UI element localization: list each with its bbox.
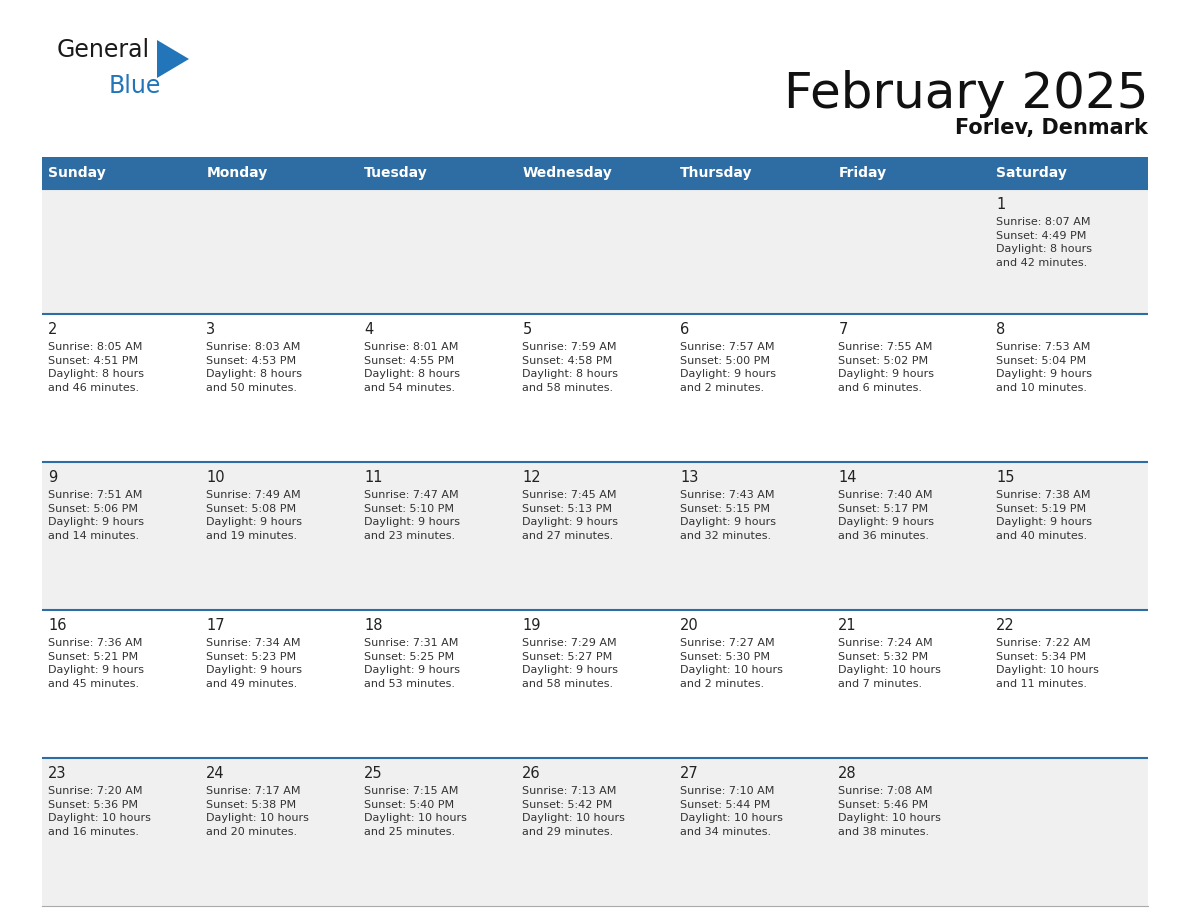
Text: Sunrise: 8:07 AM
Sunset: 4:49 PM
Daylight: 8 hours
and 42 minutes.: Sunrise: 8:07 AM Sunset: 4:49 PM Dayligh… [997, 217, 1092, 268]
Text: Monday: Monday [207, 166, 267, 180]
Text: 28: 28 [839, 766, 857, 781]
Text: February 2025: February 2025 [784, 70, 1148, 118]
Text: Sunrise: 7:34 AM
Sunset: 5:23 PM
Daylight: 9 hours
and 49 minutes.: Sunrise: 7:34 AM Sunset: 5:23 PM Dayligh… [207, 638, 302, 688]
Bar [516, 157, 674, 189]
Text: Sunrise: 7:57 AM
Sunset: 5:00 PM
Daylight: 9 hours
and 2 minutes.: Sunrise: 7:57 AM Sunset: 5:00 PM Dayligh… [681, 342, 776, 393]
Bar [358, 157, 516, 189]
Text: Friday: Friday [839, 166, 886, 180]
Text: Sunrise: 7:15 AM
Sunset: 5:40 PM
Daylight: 10 hours
and 25 minutes.: Sunrise: 7:15 AM Sunset: 5:40 PM Dayligh… [365, 786, 467, 837]
Text: 16: 16 [49, 618, 67, 633]
Bar [200, 157, 358, 189]
Text: Thursday: Thursday [681, 166, 753, 180]
Text: 11: 11 [365, 470, 383, 485]
Bar [832, 157, 990, 189]
Text: 9: 9 [49, 470, 57, 485]
Text: 27: 27 [681, 766, 699, 781]
Text: 14: 14 [839, 470, 857, 485]
Text: 6: 6 [681, 322, 689, 337]
Text: 4: 4 [365, 322, 373, 337]
Text: Sunrise: 7:08 AM
Sunset: 5:46 PM
Daylight: 10 hours
and 38 minutes.: Sunrise: 7:08 AM Sunset: 5:46 PM Dayligh… [839, 786, 941, 837]
Text: Tuesday: Tuesday [365, 166, 428, 180]
Text: Blue: Blue [109, 74, 162, 98]
Text: 3: 3 [207, 322, 215, 337]
Text: Sunrise: 8:01 AM
Sunset: 4:55 PM
Daylight: 8 hours
and 54 minutes.: Sunrise: 8:01 AM Sunset: 4:55 PM Dayligh… [365, 342, 460, 393]
Text: Sunrise: 7:24 AM
Sunset: 5:32 PM
Daylight: 10 hours
and 7 minutes.: Sunrise: 7:24 AM Sunset: 5:32 PM Dayligh… [839, 638, 941, 688]
Text: 26: 26 [523, 766, 541, 781]
Text: 1: 1 [997, 197, 1005, 212]
Text: Sunrise: 7:55 AM
Sunset: 5:02 PM
Daylight: 9 hours
and 6 minutes.: Sunrise: 7:55 AM Sunset: 5:02 PM Dayligh… [839, 342, 934, 393]
Text: Sunrise: 7:36 AM
Sunset: 5:21 PM
Daylight: 9 hours
and 45 minutes.: Sunrise: 7:36 AM Sunset: 5:21 PM Dayligh… [49, 638, 144, 688]
Bar [42, 157, 200, 189]
Bar [42, 189, 1148, 314]
Text: 24: 24 [207, 766, 225, 781]
Text: 12: 12 [523, 470, 541, 485]
Text: 10: 10 [207, 470, 225, 485]
Bar [42, 462, 1148, 610]
Text: Sunrise: 8:03 AM
Sunset: 4:53 PM
Daylight: 8 hours
and 50 minutes.: Sunrise: 8:03 AM Sunset: 4:53 PM Dayligh… [207, 342, 302, 393]
Text: 8: 8 [997, 322, 1005, 337]
Text: Sunrise: 7:40 AM
Sunset: 5:17 PM
Daylight: 9 hours
and 36 minutes.: Sunrise: 7:40 AM Sunset: 5:17 PM Dayligh… [839, 490, 934, 541]
Text: Sunrise: 7:43 AM
Sunset: 5:15 PM
Daylight: 9 hours
and 32 minutes.: Sunrise: 7:43 AM Sunset: 5:15 PM Dayligh… [681, 490, 776, 541]
Text: Sunrise: 7:29 AM
Sunset: 5:27 PM
Daylight: 9 hours
and 58 minutes.: Sunrise: 7:29 AM Sunset: 5:27 PM Dayligh… [523, 638, 618, 688]
Text: Forlev, Denmark: Forlev, Denmark [955, 118, 1148, 138]
Text: Sunrise: 7:47 AM
Sunset: 5:10 PM
Daylight: 9 hours
and 23 minutes.: Sunrise: 7:47 AM Sunset: 5:10 PM Dayligh… [365, 490, 460, 541]
Text: Saturday: Saturday [997, 166, 1067, 180]
Text: Sunrise: 7:59 AM
Sunset: 4:58 PM
Daylight: 8 hours
and 58 minutes.: Sunrise: 7:59 AM Sunset: 4:58 PM Dayligh… [523, 342, 618, 393]
Text: General: General [57, 38, 150, 62]
Bar [42, 758, 1148, 906]
Text: 5: 5 [523, 322, 531, 337]
Text: 23: 23 [49, 766, 67, 781]
Text: Sunrise: 7:22 AM
Sunset: 5:34 PM
Daylight: 10 hours
and 11 minutes.: Sunrise: 7:22 AM Sunset: 5:34 PM Dayligh… [997, 638, 1099, 688]
Text: 2: 2 [49, 322, 58, 337]
Text: 7: 7 [839, 322, 848, 337]
Text: 15: 15 [997, 470, 1015, 485]
Polygon shape [157, 40, 189, 78]
Text: 22: 22 [997, 618, 1015, 633]
Text: 19: 19 [523, 618, 541, 633]
Bar [674, 157, 832, 189]
Text: Sunrise: 7:10 AM
Sunset: 5:44 PM
Daylight: 10 hours
and 34 minutes.: Sunrise: 7:10 AM Sunset: 5:44 PM Dayligh… [681, 786, 783, 837]
Bar [42, 314, 1148, 462]
Bar [42, 610, 1148, 758]
Text: Sunrise: 7:27 AM
Sunset: 5:30 PM
Daylight: 10 hours
and 2 minutes.: Sunrise: 7:27 AM Sunset: 5:30 PM Dayligh… [681, 638, 783, 688]
Text: Sunrise: 8:05 AM
Sunset: 4:51 PM
Daylight: 8 hours
and 46 minutes.: Sunrise: 8:05 AM Sunset: 4:51 PM Dayligh… [49, 342, 144, 393]
Text: Sunrise: 7:31 AM
Sunset: 5:25 PM
Daylight: 9 hours
and 53 minutes.: Sunrise: 7:31 AM Sunset: 5:25 PM Dayligh… [365, 638, 460, 688]
Text: 13: 13 [681, 470, 699, 485]
Bar [990, 157, 1148, 189]
Text: Sunrise: 7:49 AM
Sunset: 5:08 PM
Daylight: 9 hours
and 19 minutes.: Sunrise: 7:49 AM Sunset: 5:08 PM Dayligh… [207, 490, 302, 541]
Text: 18: 18 [365, 618, 383, 633]
Text: Wednesday: Wednesday [523, 166, 612, 180]
Text: Sunrise: 7:13 AM
Sunset: 5:42 PM
Daylight: 10 hours
and 29 minutes.: Sunrise: 7:13 AM Sunset: 5:42 PM Dayligh… [523, 786, 625, 837]
Text: 17: 17 [207, 618, 225, 633]
Text: 25: 25 [365, 766, 383, 781]
Text: Sunrise: 7:20 AM
Sunset: 5:36 PM
Daylight: 10 hours
and 16 minutes.: Sunrise: 7:20 AM Sunset: 5:36 PM Dayligh… [49, 786, 151, 837]
Text: Sunrise: 7:51 AM
Sunset: 5:06 PM
Daylight: 9 hours
and 14 minutes.: Sunrise: 7:51 AM Sunset: 5:06 PM Dayligh… [49, 490, 144, 541]
Text: Sunrise: 7:53 AM
Sunset: 5:04 PM
Daylight: 9 hours
and 10 minutes.: Sunrise: 7:53 AM Sunset: 5:04 PM Dayligh… [997, 342, 1092, 393]
Text: Sunday: Sunday [49, 166, 106, 180]
Text: 21: 21 [839, 618, 857, 633]
Text: 20: 20 [681, 618, 699, 633]
Text: Sunrise: 7:38 AM
Sunset: 5:19 PM
Daylight: 9 hours
and 40 minutes.: Sunrise: 7:38 AM Sunset: 5:19 PM Dayligh… [997, 490, 1092, 541]
Text: Sunrise: 7:17 AM
Sunset: 5:38 PM
Daylight: 10 hours
and 20 minutes.: Sunrise: 7:17 AM Sunset: 5:38 PM Dayligh… [207, 786, 309, 837]
Text: Sunrise: 7:45 AM
Sunset: 5:13 PM
Daylight: 9 hours
and 27 minutes.: Sunrise: 7:45 AM Sunset: 5:13 PM Dayligh… [523, 490, 618, 541]
